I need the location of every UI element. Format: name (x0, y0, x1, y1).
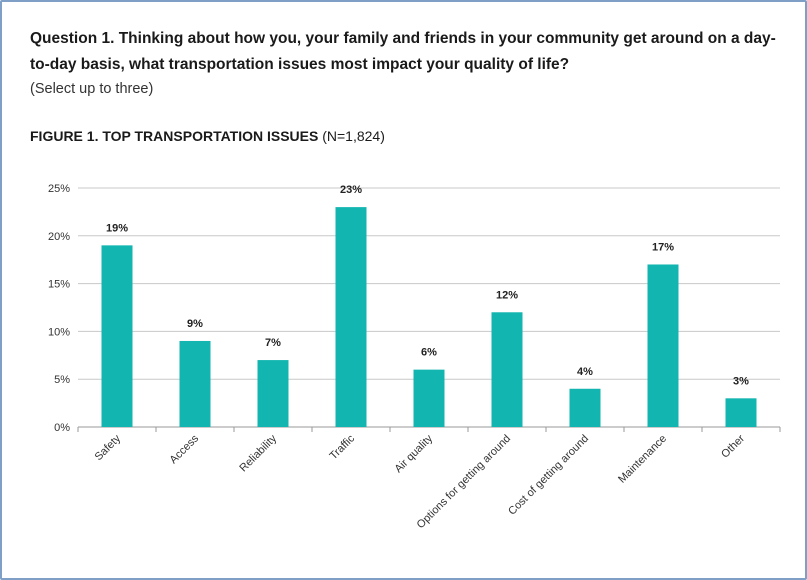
x-tick-label: Options for getting around (415, 433, 513, 531)
y-tick-label: 10% (48, 326, 70, 338)
data-label: 4% (577, 366, 593, 378)
data-label: 19% (106, 222, 128, 234)
figure-title-text: FIGURE 1. TOP TRANSPORTATION ISSUES (30, 128, 319, 144)
x-tick-label: Safety (93, 432, 124, 463)
y-tick-label: 15% (48, 279, 70, 291)
x-tick-label: Access (168, 432, 202, 466)
bar (569, 388, 601, 427)
figure-n-label: (N=1,824) (322, 128, 385, 144)
figure-title: FIGURE 1. TOP TRANSPORTATION ISSUES (N=1… (30, 126, 385, 146)
x-tick-label: Traffic (327, 432, 357, 462)
bar (257, 360, 289, 427)
bar (101, 245, 133, 427)
x-tick-label: Maintenance (616, 433, 669, 486)
data-label: 23% (340, 184, 362, 196)
data-label: 6% (421, 347, 437, 359)
x-tick-label: Other (719, 432, 747, 460)
bar (179, 340, 211, 427)
question-text: Question 1. Thinking about how you, your… (30, 30, 776, 73)
y-tick-label: 5% (54, 374, 70, 386)
bar (335, 207, 367, 427)
bar (413, 369, 445, 427)
y-tick-label: 20% (48, 231, 70, 243)
data-label: 12% (496, 289, 518, 301)
y-tick-label: 25% (48, 183, 70, 195)
x-tick-label: Cost of getting around (506, 433, 591, 518)
y-tick-label: 0% (54, 422, 70, 434)
data-label: 3% (733, 375, 749, 387)
question-instruction: (Select up to three) (30, 81, 154, 97)
bar (725, 398, 757, 427)
x-tick-label: Air quality (392, 432, 435, 475)
data-label: 7% (265, 337, 281, 349)
data-label: 17% (652, 241, 674, 253)
x-tick-label: Reliability (237, 432, 279, 474)
data-label: 9% (187, 318, 203, 330)
bar (647, 264, 679, 427)
bar (491, 312, 523, 427)
